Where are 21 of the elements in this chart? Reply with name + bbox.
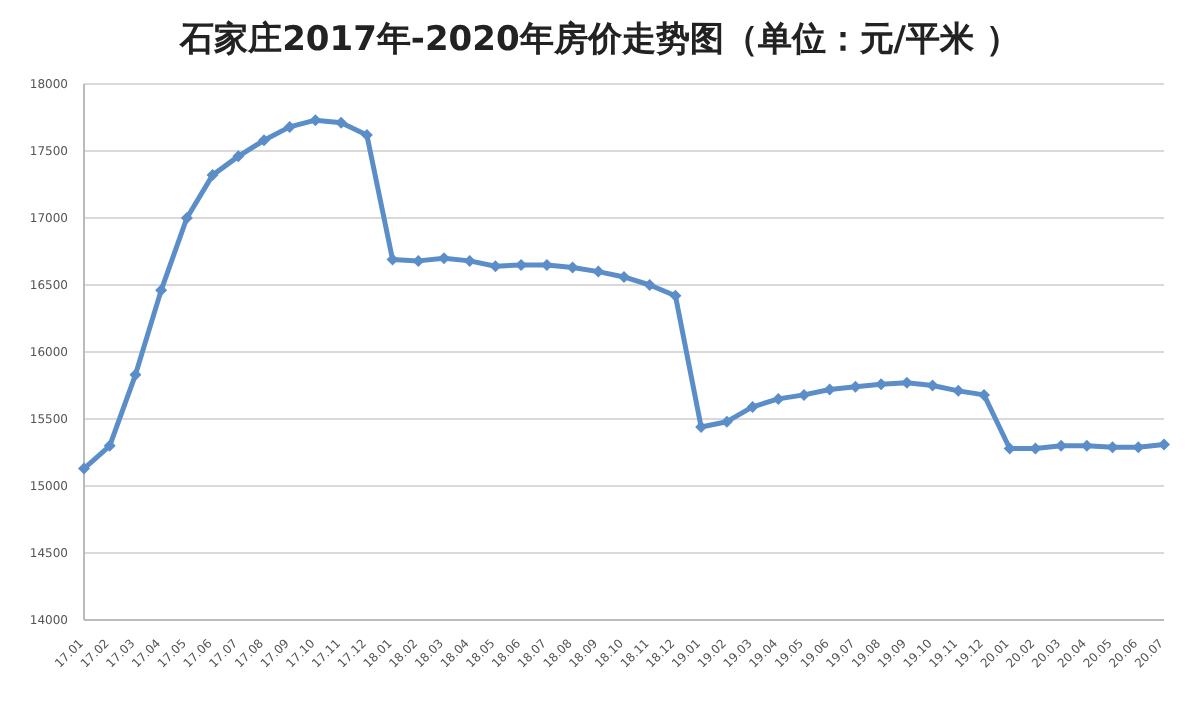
- point: [1158, 438, 1170, 451]
- point: [206, 169, 219, 182]
- point: [155, 284, 168, 297]
- point: [618, 270, 630, 283]
- point: [129, 368, 142, 381]
- point: [669, 289, 682, 302]
- point: [438, 252, 450, 265]
- point: [746, 400, 759, 413]
- point: [180, 212, 193, 224]
- chart-title: 石家庄2017年-2020年房价走势图（单位：元/平米 ）: [177, 18, 1022, 64]
- point: [952, 384, 965, 397]
- point: [643, 279, 656, 291]
- point: [335, 116, 348, 129]
- point: [78, 462, 90, 475]
- point: [978, 388, 990, 401]
- point: [283, 120, 296, 133]
- point: [232, 150, 245, 163]
- point: [103, 439, 116, 452]
- point: [798, 388, 810, 401]
- point: [258, 134, 270, 147]
- point: [360, 128, 373, 141]
